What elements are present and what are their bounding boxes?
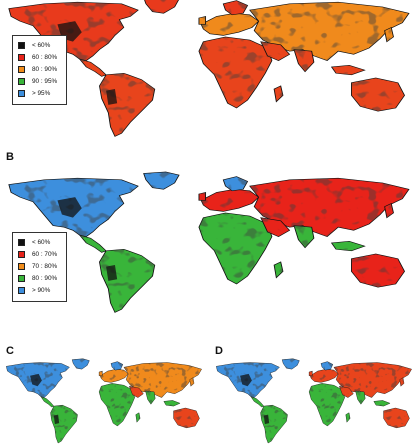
legend-swatch	[18, 41, 25, 49]
dark-region	[57, 197, 82, 218]
legend-label: 80 : 90%	[32, 65, 58, 73]
landmass-texture	[223, 0, 248, 15]
landmass-texture	[201, 189, 259, 212]
legend-label: > 90%	[32, 286, 51, 294]
dark-region	[106, 89, 118, 105]
landmass-texture	[189, 377, 195, 387]
legend-label: > 95%	[32, 89, 51, 97]
legend-item: < 60%	[18, 39, 61, 51]
landmass-texture	[250, 396, 264, 408]
legend-swatch	[18, 274, 25, 282]
map-panel-c	[6, 358, 202, 444]
landmass-texture	[351, 78, 405, 112]
legend-item: 80 : 90%	[18, 63, 61, 75]
landmass-texture	[40, 396, 54, 408]
landmass-texture	[260, 217, 290, 237]
landmass-texture	[331, 65, 365, 75]
map-panel-a	[8, 0, 410, 137]
legend-panel-a: < 60% 60 : 80% 80 : 90% 90 : 95% > 95%	[12, 35, 67, 105]
landmass-texture	[309, 383, 345, 426]
dark-region	[240, 373, 252, 387]
landmass-texture	[383, 408, 410, 428]
legend-item: 60 : 70%	[18, 248, 61, 260]
landmass-texture	[79, 235, 107, 253]
panel-label-d: D	[215, 345, 223, 357]
landmass-texture	[123, 362, 202, 398]
landmass-texture	[384, 27, 394, 42]
legend-item: 80 : 90%	[18, 272, 61, 284]
landmass-texture	[351, 254, 405, 288]
legend-item: 60 : 80%	[18, 51, 61, 63]
legend-swatch	[18, 53, 25, 61]
landmass-texture	[198, 212, 272, 284]
landmass-texture	[173, 408, 200, 428]
landmass-texture	[99, 249, 155, 313]
landmass-texture	[163, 400, 181, 407]
landmass-texture	[99, 371, 103, 376]
landmass-texture	[144, 0, 179, 14]
landmass-texture	[201, 13, 259, 36]
landmass-texture	[384, 203, 394, 218]
landmass-texture	[339, 386, 354, 398]
legend-label: 80 : 90%	[32, 274, 58, 282]
landmass-texture	[331, 241, 365, 251]
landmass-texture	[249, 2, 409, 61]
landmass-texture	[274, 261, 283, 278]
landmass-texture	[145, 390, 156, 405]
legend-swatch	[18, 238, 25, 246]
landmass-texture	[282, 358, 300, 370]
panel-label-b: B	[6, 151, 14, 163]
legend-label: 60 : 80%	[32, 53, 58, 61]
legend-swatch	[18, 286, 25, 294]
landmass-texture	[249, 178, 409, 237]
landmass-texture	[100, 369, 129, 383]
landmass-texture	[198, 16, 206, 25]
landmass-texture	[72, 358, 90, 370]
landmass-texture	[110, 361, 123, 371]
landmass-texture	[223, 176, 248, 191]
landmass-texture	[294, 225, 314, 248]
landmass-texture	[399, 377, 405, 387]
landmass-texture	[294, 49, 314, 72]
landmass-texture	[373, 400, 391, 407]
map-panel-d	[216, 358, 412, 444]
legend-label: 60 : 70%	[32, 250, 58, 258]
legend-label: < 60%	[32, 238, 51, 246]
landmass-texture	[198, 192, 206, 201]
legend-swatch	[18, 262, 25, 270]
legend-item: 90 : 95%	[18, 75, 61, 87]
landmass-texture	[260, 41, 290, 61]
landmass-texture	[99, 73, 155, 137]
landmass-texture	[79, 59, 107, 77]
legend-swatch	[18, 89, 25, 97]
dark-region	[106, 265, 118, 281]
legend-label: 90 : 95%	[32, 77, 58, 85]
landmass-texture	[274, 85, 283, 102]
landmass-texture	[333, 362, 412, 398]
legend-label: 70 : 80%	[32, 262, 58, 270]
legend-panel-b: < 60% 60 : 70% 70 : 80% 80 : 90% > 90%	[12, 232, 67, 302]
dark-region	[30, 373, 42, 387]
landmass-texture	[310, 369, 339, 383]
landmass-texture	[143, 171, 180, 190]
landmass-texture	[355, 390, 366, 405]
landmass-texture	[99, 383, 135, 426]
legend-item: 70 : 80%	[18, 260, 61, 272]
landmass-texture	[129, 386, 144, 398]
map-panel-b	[8, 171, 410, 313]
legend-swatch	[18, 77, 25, 85]
legend-item: > 95%	[18, 87, 61, 99]
landmass-texture	[198, 36, 272, 108]
legend-swatch	[18, 65, 25, 73]
landmass-texture	[309, 371, 313, 376]
legend-label: < 60%	[32, 41, 51, 49]
legend-swatch	[18, 250, 25, 258]
legend-item: > 90%	[18, 284, 61, 296]
legend-item: < 60%	[18, 236, 61, 248]
panel-label-c: C	[6, 345, 14, 357]
landmass-texture	[320, 361, 333, 371]
